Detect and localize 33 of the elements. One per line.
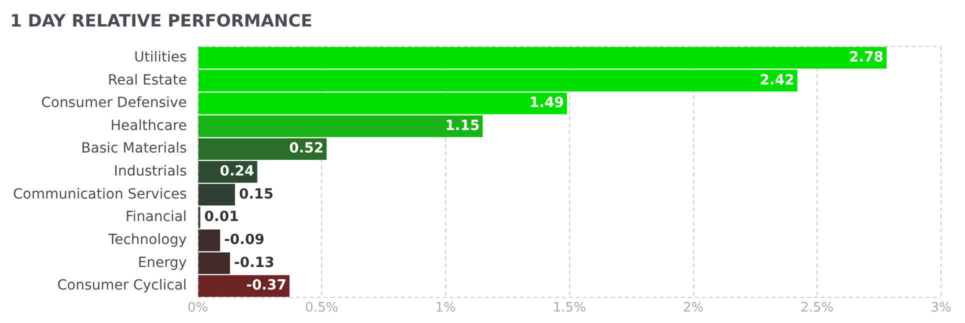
- data-label: 0.01: [204, 209, 239, 226]
- y-tick-label: Healthcare: [110, 118, 187, 134]
- bar: [198, 115, 483, 138]
- bar: [198, 275, 290, 297]
- data-label: -0.37: [246, 278, 286, 294]
- chart-title: 1 DAY RELATIVE PERFORMANCE: [10, 12, 312, 32]
- x-tick-label: 2.5%: [800, 300, 834, 316]
- y-tick-label: Communication Services: [12, 186, 187, 202]
- x-tick-label: 1.5%: [552, 300, 586, 316]
- data-label: -0.13: [234, 254, 274, 271]
- x-tick-label: 0%: [188, 300, 208, 316]
- data-label: -0.09: [224, 232, 264, 248]
- bar: [198, 138, 327, 160]
- data-label: 1.49: [529, 95, 564, 112]
- x-tick-label: 2%: [682, 300, 704, 316]
- y-tick-label: Consumer Cyclical: [57, 278, 187, 294]
- x-tick-label: 3%: [930, 300, 952, 316]
- y-tick-label: Utilities: [134, 49, 187, 66]
- data-label: 0.52: [289, 140, 324, 157]
- data-label: 0.15: [238, 186, 274, 202]
- y-tick-label: Basic Materials: [81, 140, 187, 157]
- x-tick-label: 1%: [435, 300, 456, 316]
- y-tick-label: Technology: [107, 232, 187, 248]
- data-label: 2.42: [760, 72, 794, 88]
- data-label: 2.78: [848, 49, 884, 66]
- data-label: 0.24: [220, 164, 255, 180]
- y-tick-label: Energy: [138, 254, 187, 271]
- y-tick-label: Consumer Defensive: [41, 95, 187, 112]
- y-tick-label: Industrials: [114, 164, 187, 180]
- y-tick-label: Financial: [126, 209, 187, 226]
- data-label: 1.15: [445, 118, 480, 134]
- x-tick-label: 0.5%: [305, 300, 338, 316]
- y-tick-label: Real Estate: [108, 72, 187, 88]
